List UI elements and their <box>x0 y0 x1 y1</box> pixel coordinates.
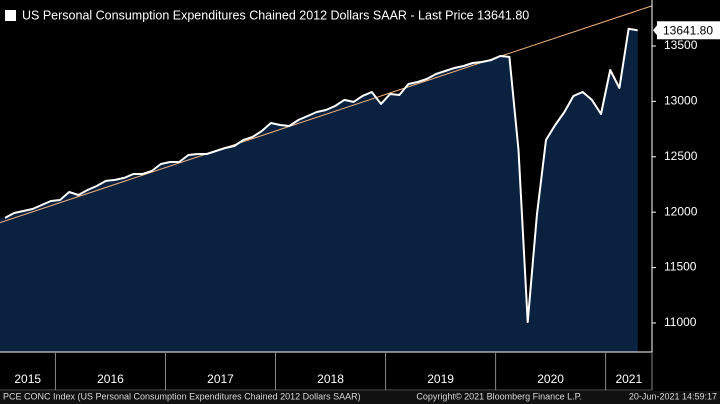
x-tick-label: 2018 <box>317 372 344 386</box>
y-tick-label: 13000 <box>664 94 698 108</box>
x-tick-label: 2016 <box>97 372 124 386</box>
title-marker <box>5 10 16 21</box>
footer-source: PCE CONC Index (US Personal Consumption … <box>3 391 361 401</box>
y-tick-label: 11500 <box>664 260 697 274</box>
footer-copyright: Copyright© 2021 Bloomberg Finance L.P. <box>416 391 582 401</box>
last-value-pointer <box>653 25 657 36</box>
y-tick-label: 12000 <box>664 204 698 218</box>
last-value-label: 13641.80 <box>663 23 713 37</box>
x-tick-label: 2020 <box>537 372 564 386</box>
x-tick-label: 2021 <box>615 372 642 386</box>
last-value-box <box>657 21 720 40</box>
trendline <box>0 5 652 224</box>
area-fill <box>0 28 638 352</box>
y-tick-label: 12500 <box>664 149 698 163</box>
x-tick-label: 2015 <box>14 372 41 386</box>
x-tick-label: 2019 <box>427 372 454 386</box>
y-tick-label: 13500 <box>664 38 698 52</box>
footer-bar <box>0 391 720 404</box>
footer-timestamp: 20-Jun-2021 14:59:17 <box>629 391 717 401</box>
chart-title: US Personal Consumption Expenditures Cha… <box>22 8 529 22</box>
x-tick-label: 2017 <box>207 372 234 386</box>
y-tick-label: 11000 <box>664 315 697 329</box>
series-line <box>4 27 638 323</box>
